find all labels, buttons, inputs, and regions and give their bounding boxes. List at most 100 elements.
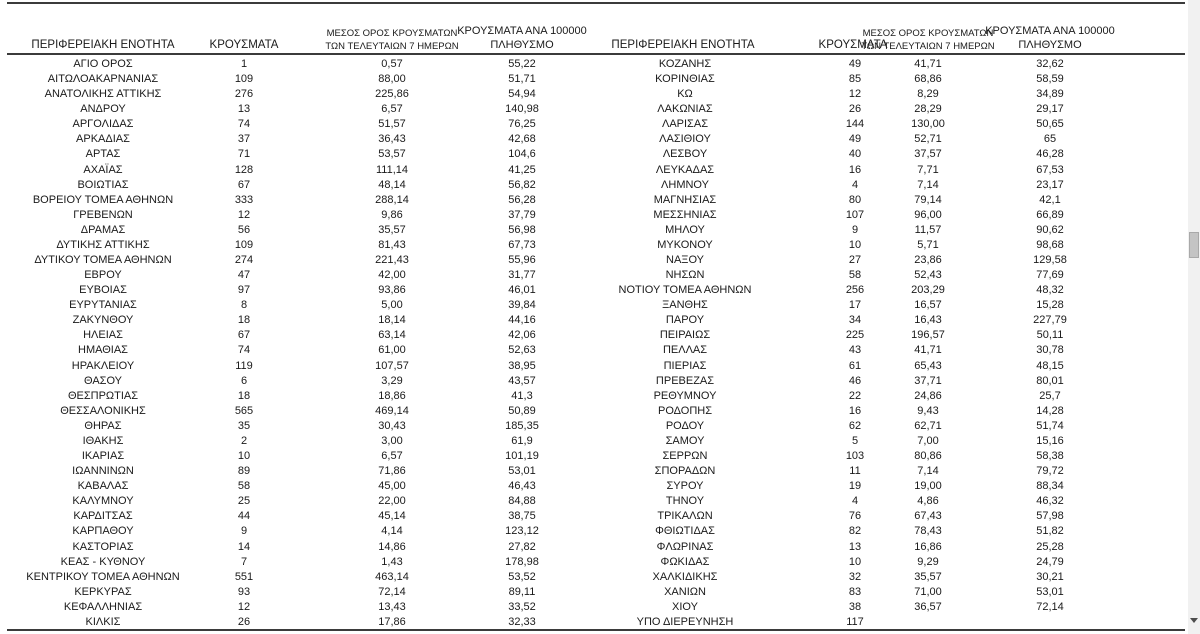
right-cell-per100k: 80,01 [1036,374,1064,387]
left-cell-cases: 58 [237,480,251,493]
right-cell-region: ΧΙΟΥ [672,600,698,613]
right-cell-avg7: 7,14 [917,465,939,478]
left-cell-region: ΙΚΑΡΙΑΣ [81,450,125,463]
right-cell-cases: 225 [845,329,865,342]
left-cell-region: ΕΒΡΟΥ [84,269,122,282]
left-cell-cases: 74 [237,344,251,357]
right-cell-cases: 103 [845,450,865,463]
right-cell-per100k: 88,34 [1036,480,1064,493]
right-cell-cases: 12 [848,88,862,101]
right-cell-per100k [900,615,1200,630]
right-cell-region: ΞΑΝΘΗΣ [662,299,708,312]
left-cell-per100k: 31,77 [508,269,536,282]
left-cell-avg7: 0,57 [381,58,403,70]
left-cell-cases: 18 [237,314,251,327]
left-cell-avg7: 63,14 [378,329,406,342]
left-cell-region: ΚΑΡΠΑΘΟΥ [72,525,134,538]
right-cell-cases: 85 [848,73,862,86]
table-header-underline [7,53,1185,55]
left-cell-cases: 8 [240,299,248,312]
left-cell-region: ΚΑΣΤΟΡΙΑΣ [72,540,134,553]
right-cell-per100k: 66,89 [1036,208,1064,221]
left-header-per100k: ΚΡΟΥΣΜΑΤΑ ΑΝΑ 100000 ΠΛΗΘΥΣΜΟ [457,24,587,52]
left-cell-per100k: 42,68 [508,133,536,146]
left-cell-region: ΗΜΑΘΙΑΣ [78,344,128,357]
left-cell-cases: 37 [237,133,251,146]
left-cell-per100k: 41,25 [508,163,536,176]
left-cell-per100k: 54,94 [508,88,536,101]
left-cell-per100k: 56,98 [508,223,536,236]
left-cell-region: ΖΑΚΥΝΘΟΥ [72,314,134,327]
right-cell-region: ΡΟΔΟΠΗΣ [657,404,713,417]
right-table-column-per100k: 32,62 58,59 34,89 29,17 50,65 65 46,28 67,53 23,… [900,57,1200,630]
left-cell-per100k: 55,96 [508,254,536,267]
scrollbar-down-arrow-icon[interactable] [1190,618,1198,623]
right-cell-cases: 58 [848,269,862,282]
right-cell-avg7: 52,71 [914,133,942,146]
left-cell-cases: 67 [237,329,251,342]
right-cell-cases: 4 [851,495,859,508]
left-cell-avg7: 35,57 [378,223,406,236]
left-cell-avg7: 18,86 [378,389,406,402]
right-cell-cases: 5 [851,434,859,447]
left-cell-avg7: 107,57 [375,359,409,372]
left-cell-region: ΚΑΛΥΜΝΟΥ [72,495,134,508]
vertical-scrollbar-thumb[interactable] [1189,232,1199,258]
left-cell-region: ΑΧΑΪΑΣ [83,163,123,176]
right-cell-avg7: 16,86 [914,540,942,553]
left-cell-cases: 13 [237,103,251,116]
left-cell-cases: 565 [234,404,254,417]
left-cell-cases: 276 [234,88,254,101]
right-cell-cases: 62 [848,419,862,432]
left-cell-cases: 9 [240,525,248,538]
left-cell-cases: 10 [237,450,251,463]
left-cell-per100k: 38,95 [508,359,536,372]
right-cell-avg7: 67,43 [914,510,942,523]
right-header-per100k-line2: ΠΛΗΘΥΣΜΟ [1018,39,1082,51]
right-cell-avg7: 7,00 [917,434,939,447]
left-cell-region: ΗΡΑΚΛΕΙΟΥ [71,359,135,372]
left-table-column-avg7: 0,57 88,00 225,86 6,57 51,57 36,43 53,57 111,14… [242,57,542,630]
left-cell-avg7: 6,57 [381,103,403,116]
left-cell-per100k: 76,25 [508,118,536,131]
right-cell-per100k: 23,17 [1036,178,1064,191]
table-top-border [7,2,1185,4]
left-cell-avg7: 3,00 [381,434,403,447]
right-cell-per100k: 48,15 [1036,359,1064,372]
left-cell-region: ΚΑΒΑΛΑΣ [77,480,129,493]
left-cell-region: ΑΝΑΤΟΛΙΚΗΣ ΑΤΤΙΚΗΣ [44,88,162,101]
right-cell-region: ΠΕΛΛΑΣ [662,344,708,357]
right-cell-region: ΜΑΓΝΗΣΙΑΣ [653,193,717,206]
right-cell-per100k: 29,17 [1036,103,1064,116]
right-cell-avg7: 9,43 [917,404,939,417]
right-cell-cases: 117 [846,615,864,628]
right-cell-cases: 13 [848,540,862,553]
left-cell-region: ΚΕΦΑΛΛΗΝΙΑΣ [63,600,143,613]
right-cell-cases: 17 [848,299,862,312]
right-cell-avg7: 24,86 [914,389,942,402]
left-cell-avg7: 51,57 [378,118,406,131]
left-header-cases: ΚΡΟΥΣΜΑΤΑ [209,39,279,51]
right-cell-region: ΡΟΔΟΥ [665,419,705,432]
left-cell-per100k: 51,71 [508,73,536,86]
left-cell-cases: 35 [237,419,251,432]
left-cell-avg7: 3,29 [381,374,403,387]
vertical-scrollbar-track[interactable] [1188,0,1200,634]
right-cell-avg7: 16,43 [914,314,942,327]
left-cell-per100k: 32,33 [508,615,536,628]
right-cell-avg7: 68,86 [914,73,942,86]
right-cell-region: ΣΕΡΡΩΝ [662,450,708,463]
left-cell-avg7: 18,14 [378,314,406,327]
left-cell-avg7: 61,00 [378,344,406,357]
right-cell-per100k: 57,98 [1036,510,1064,523]
left-cell-cases: 74 [237,118,251,131]
right-cell-per100k: 67,53 [1036,163,1064,176]
right-cell-avg7: 9,29 [917,555,939,568]
right-cell-per100k: 50,65 [1036,118,1064,131]
right-cell-cases: 26 [848,103,862,116]
left-table-column-region: ΑΓΙΟ ΟΡΟΣ ΑΙΤΩΛΟΑΚΑΡΝΑΝΙΑΣ ΑΝΑΤΟΛΙΚΗΣ ΑΤΤΙ… [0,57,253,630]
left-cell-cases: 6 [240,374,248,387]
right-cell-region: ΝΑΞΟΥ [666,254,704,267]
left-cell-avg7: 1,43 [381,555,403,568]
left-cell-per100k: 56,28 [508,193,536,206]
